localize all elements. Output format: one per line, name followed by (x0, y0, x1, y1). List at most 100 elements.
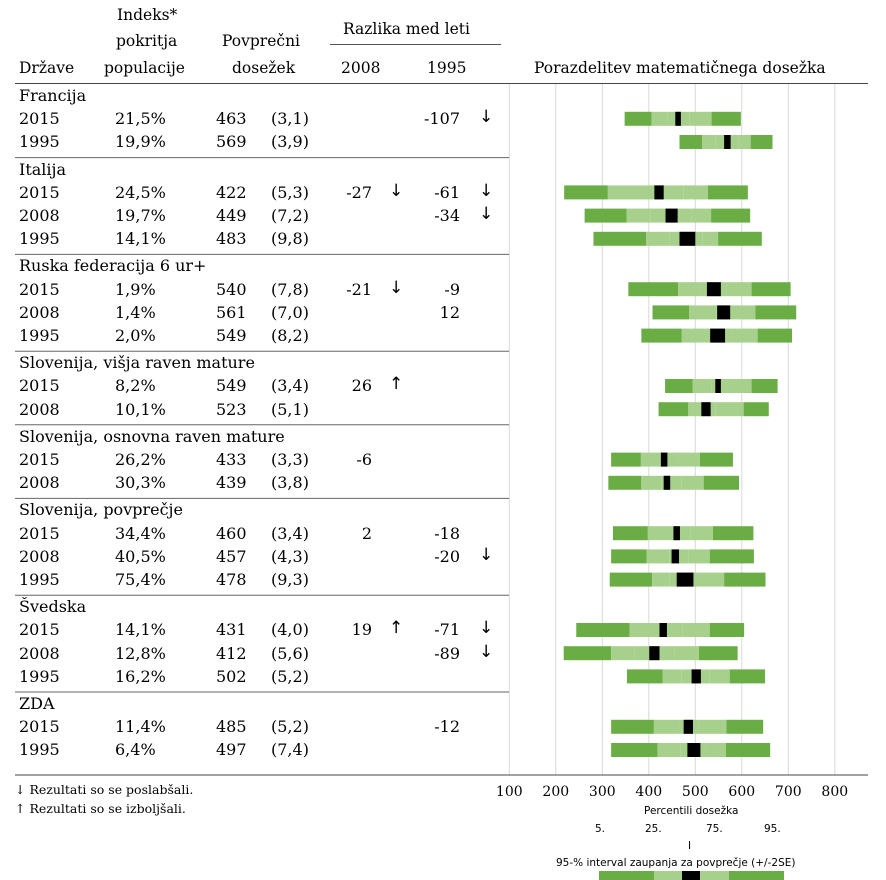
bar-p50-p75 (688, 549, 710, 564)
row-se: (7,8) (271, 279, 309, 299)
group-label: ZDA (19, 694, 55, 713)
row-year: 1995 (19, 740, 60, 760)
bar-mean-ci (691, 669, 701, 684)
bar-p75-p95 (755, 305, 797, 320)
bar-mean-ci (706, 282, 721, 297)
row-year: 2008 (19, 302, 60, 322)
row-se: (3,9) (271, 132, 309, 152)
header-countries: Države (19, 59, 75, 77)
row-se: (3,3) (271, 450, 309, 469)
row-coverage: 19,7% (115, 206, 166, 225)
group-label: Slovenija, osnovna raven mature (19, 426, 285, 446)
bar-p50-p75 (702, 231, 719, 246)
row-diff-2008: 2 (361, 523, 372, 543)
footnote-down: ↓ Rezultati so se poslabšali. (15, 782, 194, 797)
row-year: 2015 (19, 620, 60, 640)
row-se: (7,0) (271, 302, 309, 322)
bar-p5-p25 (564, 185, 608, 200)
bar-p25-p50 (692, 379, 712, 393)
legend-ci-label: 95-% interval zaupanja za povprečje (+/-… (556, 857, 796, 869)
row-year: 2015 (19, 523, 60, 543)
x-tick-label: 500 (681, 784, 709, 800)
bar-p75-p95 (751, 379, 778, 393)
bar-p25-p50 (646, 231, 670, 246)
bar-p75-p95 (707, 185, 748, 200)
bar-p75-p95 (729, 669, 766, 684)
row-mean: 478 (216, 570, 247, 589)
bar-p25-p50 (626, 208, 651, 223)
bar-mean-ci (710, 328, 726, 343)
bar-p25-p50 (611, 646, 635, 661)
row-se: (5,3) (271, 182, 309, 202)
bar-p75-p95 (743, 402, 769, 417)
row-se: (3,4) (271, 523, 309, 543)
row-se: (3,8) (271, 473, 309, 493)
bar-mean-ci (715, 379, 721, 393)
row-coverage: 30,3% (115, 473, 166, 493)
bar-mean-ci (654, 185, 664, 200)
header-index-line1: Indeks* (117, 6, 178, 24)
row-year: 2015 (19, 279, 60, 299)
bar-p5-p25 (624, 111, 652, 126)
row-coverage: 34,4% (115, 523, 166, 543)
header-diff-title: Razlika med leti (343, 20, 470, 38)
row-coverage: 12,8% (115, 643, 166, 663)
row-coverage: 2,0% (115, 326, 156, 345)
row-coverage: 14,1% (115, 620, 166, 640)
bar-mean-ci (676, 572, 694, 587)
bar-p5-p25 (628, 282, 679, 297)
row-year: 1995 (19, 229, 60, 249)
bar-p5-p25 (576, 623, 630, 637)
legend-ci-mark: I (688, 840, 692, 852)
bar-p50-p75 (725, 379, 752, 393)
bar-mean-ci (659, 623, 667, 637)
row-year: 2008 (19, 546, 60, 566)
bar-p50-p75 (738, 135, 751, 149)
row-diff-1995: -71 (434, 620, 460, 640)
group-label: Ruska federacija 6 ur+ (19, 256, 207, 276)
bar-p25-p50 (657, 743, 681, 757)
row-arrow-2008: ↓ (389, 180, 404, 201)
bar-p5-p25 (612, 526, 648, 541)
bar-p75-p95 (711, 208, 751, 223)
row-se: (9,8) (271, 229, 309, 249)
header-diff-1995: 1995 (427, 59, 467, 77)
bar-p50-p75 (699, 572, 725, 587)
bar-p75-p95 (718, 231, 762, 246)
bar-p5-p25 (611, 549, 647, 564)
row-mean: 523 (216, 399, 247, 419)
bar-p50-p75 (709, 669, 730, 684)
row-coverage: 1,4% (115, 302, 156, 322)
bar-p75-p95 (751, 282, 791, 297)
row-se: (4,3) (271, 546, 309, 566)
row-se: (5,6) (271, 643, 309, 663)
bar-mean-ci (649, 646, 660, 661)
bar-mean-ci (663, 475, 671, 490)
row-year: 2015 (19, 376, 60, 396)
row-mean: 483 (216, 229, 247, 249)
row-diff-1995: -89 (434, 643, 460, 663)
bar-p5-p25 (665, 379, 693, 393)
row-year: 2008 (19, 206, 60, 225)
group-label: Italija (19, 159, 67, 179)
bar-p50-p75 (690, 526, 713, 541)
row-coverage: 10,1% (115, 399, 166, 419)
row-coverage: 24,5% (115, 182, 166, 202)
row-mean: 569 (216, 132, 247, 152)
group-label: Slovenija, povprečje (19, 500, 183, 520)
bar-p75-p95 (711, 111, 741, 126)
bar-p5-p25 (641, 328, 682, 343)
bar-p5-p25 (609, 572, 653, 587)
row-arrow-1995: ↓ (479, 544, 494, 565)
bar-p5-p25 (611, 452, 641, 467)
x-tick-label: 200 (542, 784, 570, 800)
row-se: (3,1) (271, 109, 309, 129)
header-diff-rule (330, 44, 501, 45)
row-se: (7,2) (271, 206, 309, 225)
row-mean: 485 (216, 717, 247, 737)
row-se: (4,0) (271, 620, 309, 640)
bar-p50-p75 (674, 646, 700, 661)
bar-p5-p25 (652, 305, 690, 320)
row-coverage: 26,2% (115, 450, 166, 469)
